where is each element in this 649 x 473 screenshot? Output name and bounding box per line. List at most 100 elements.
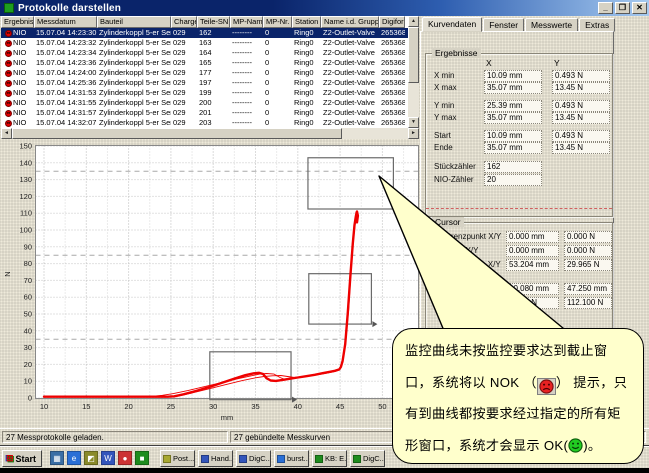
- tab-kurvendaten[interactable]: Kurvendaten: [422, 17, 483, 32]
- cell-station: Ring0: [294, 68, 314, 77]
- cell-mp_nr: 0: [265, 38, 270, 47]
- monitor-window[interactable]: [308, 273, 373, 325]
- task-button[interactable]: DigC...: [236, 450, 271, 467]
- value-field[interactable]: 0.000 mm: [506, 245, 559, 257]
- column-header-4[interactable]: Charge: [171, 16, 197, 28]
- monitor-window[interactable]: [209, 351, 292, 401]
- cell-digiforce: 265368: [381, 58, 405, 67]
- scroll-down-icon[interactable]: ▼: [408, 117, 419, 128]
- value-field[interactable]: 29.965 N: [564, 259, 612, 271]
- cell-digiforce: 265368: [381, 108, 405, 117]
- x-axis-label: mm: [221, 413, 234, 422]
- value-field[interactable]: 10.080 mm: [506, 283, 559, 295]
- y-axis-label: N: [3, 271, 12, 276]
- measurement-curve-chart[interactable]: 0 10 20 30 40 50 60 70 80 90 100 110 120 130 140 150 10 1…: [1, 140, 420, 427]
- value-field[interactable]: 25.39 mm: [484, 100, 542, 112]
- table-row[interactable]: NIO 15.07.04 14:24:00 Zylinderkoppl 5-er S…: [1, 68, 408, 78]
- value-field[interactable]: 112.100 N: [564, 297, 612, 309]
- column-header-10[interactable]: Digiforce: [379, 16, 405, 28]
- internet-explorer-icon[interactable]: e: [67, 451, 81, 465]
- tab-extras[interactable]: Extras: [579, 18, 616, 32]
- task-button-label: burst...: [287, 454, 309, 463]
- cell-sn: 177: [199, 68, 212, 77]
- cell-group: Z2-Outlet-Valve: [323, 38, 375, 47]
- vertical-scroll-thumb[interactable]: [408, 27, 419, 83]
- status-left: 27 Messprotokolle geladen.: [2, 431, 228, 443]
- scroll-up-icon[interactable]: ▲: [408, 16, 419, 27]
- table-vertical-scrollbar[interactable]: ▲ ▼: [408, 16, 419, 128]
- table-row[interactable]: NIO 15.07.04 14:31:53 Zylinderkoppl 5-er S…: [1, 88, 408, 98]
- start-button[interactable]: ⊞ Start: [2, 450, 42, 467]
- value-field[interactable]: 20: [484, 174, 542, 186]
- word-icon[interactable]: W: [101, 451, 115, 465]
- table-horizontal-scrollbar[interactable]: ◄ ►: [1, 128, 419, 139]
- value-field[interactable]: 10.09 mm: [484, 130, 542, 142]
- scroll-right-icon[interactable]: ►: [408, 128, 419, 139]
- column-header-3[interactable]: Bauteil: [97, 16, 171, 28]
- tab-fenster[interactable]: Fenster: [483, 18, 525, 32]
- task-button[interactable]: Hand...: [198, 450, 233, 467]
- table-row[interactable]: NIO 15.07.04 14:23:32 Zylinderkoppl 5-er S…: [1, 38, 408, 48]
- column-header-7[interactable]: MP-Nr.: [263, 16, 292, 28]
- column-header-8[interactable]: Station: [292, 16, 321, 28]
- value-field[interactable]: 35.07 mm: [484, 82, 542, 94]
- value-field[interactable]: 162: [484, 161, 542, 173]
- cell-sn: 162: [199, 28, 212, 37]
- cell-date: 15.07.04 14:31:55: [36, 98, 97, 107]
- cell-charge: 029: [173, 78, 186, 87]
- cell-charge: 029: [173, 88, 186, 97]
- value-field[interactable]: 10.09 mm: [484, 70, 542, 82]
- close-icon[interactable]: ✕: [632, 2, 647, 14]
- cell-charge: 029: [173, 58, 186, 67]
- value-field[interactable]: 53.204 mm: [506, 259, 559, 271]
- table-row[interactable]: NIO 15.07.04 14:31:55 Zylinderkoppl 5-er S…: [1, 98, 408, 108]
- cell-part: Zylinderkoppl 5-er Serie: [99, 78, 171, 87]
- value-field[interactable]: 0.493 N: [552, 100, 610, 112]
- value-field[interactable]: 13.45 N: [552, 82, 610, 94]
- column-header-6[interactable]: MP-Name: [230, 16, 263, 28]
- value-field[interactable]: 0.493 N: [552, 130, 610, 142]
- table-row[interactable]: NIO 15.07.04 14:23:36 Zylinderkoppl 5-er S…: [1, 58, 408, 68]
- value-field[interactable]: 0.000 N: [564, 245, 612, 257]
- column-header-5[interactable]: Teile-SN: [197, 16, 230, 28]
- cell-group: Z2-Outlet-Valve: [323, 48, 375, 57]
- cell-mp_name: --------: [232, 108, 252, 117]
- column-header-9[interactable]: Name i.d. Gruppe: [321, 16, 379, 28]
- task-button[interactable]: DigC...: [350, 450, 385, 467]
- value-field[interactable]: 13.45 N: [552, 142, 610, 154]
- value-field[interactable]: 13.45 N: [552, 112, 610, 124]
- desktop-app-icon[interactable]: ▦: [50, 451, 64, 465]
- media-app-icon[interactable]: ●: [118, 451, 132, 465]
- minimize-icon[interactable]: _: [598, 2, 613, 14]
- restore-icon[interactable]: ❐: [615, 2, 630, 14]
- table-row[interactable]: NIO 15.07.04 14:32:07 Zylinderkoppl 5-er S…: [1, 118, 408, 128]
- table-row[interactable]: NIO 15.07.04 14:25:36 Zylinderkoppl 5-er S…: [1, 78, 408, 88]
- callout-text: 口，系统将以 NOK （: [405, 374, 537, 390]
- value-field[interactable]: 35.07 mm: [484, 112, 542, 124]
- task-button[interactable]: burst...: [274, 450, 309, 467]
- table-row[interactable]: NIO 15.07.04 14:23:34 Zylinderkoppl 5-er S…: [1, 48, 408, 58]
- scroll-left-icon[interactable]: ◄: [1, 128, 12, 139]
- cell-mp_nr: 0: [265, 108, 270, 117]
- table-row[interactable]: NIO 15.07.04 14:23:30 Zylinderkoppl 5-er S…: [1, 28, 408, 38]
- task-button[interactable]: KB: E...: [312, 450, 347, 467]
- horizontal-scroll-thumb[interactable]: [12, 128, 342, 139]
- word-doc-icon: [239, 454, 247, 463]
- table-row[interactable]: NIO 15.07.04 14:31:57 Zylinderkoppl 5-er S…: [1, 108, 408, 118]
- value-field[interactable]: 0.000 mm: [506, 231, 559, 243]
- cell-station: Ring0: [294, 118, 314, 127]
- olive-app-icon[interactable]: ◩: [84, 451, 98, 465]
- column-header-2[interactable]: Messdatum: [34, 16, 97, 28]
- value-field[interactable]: 47.250 mm: [564, 283, 612, 295]
- cell-digiforce: 265368: [381, 78, 405, 87]
- value-field[interactable]: 35.07 mm: [484, 142, 542, 154]
- value-field[interactable]: 0.000 N: [564, 231, 612, 243]
- chart-canvas[interactable]: 0 10 20 30 40 50 60 70 80 90 100 110 120 130 140 150 10 1…: [1, 140, 420, 427]
- tab-messwerte[interactable]: Messwerte: [525, 18, 579, 32]
- value-field[interactable]: 0.493 N: [552, 70, 610, 82]
- green-app-icon[interactable]: ■: [135, 451, 149, 465]
- cell-charge: 029: [173, 118, 186, 127]
- value-field[interactable]: 0.312 N: [506, 297, 559, 309]
- column-header-1[interactable]: Ergebnis: [1, 16, 34, 28]
- task-button[interactable]: Post...: [160, 450, 195, 467]
